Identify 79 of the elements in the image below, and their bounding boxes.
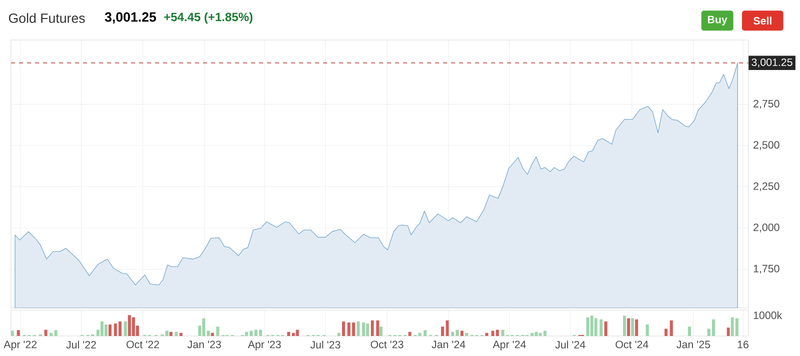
bar bbox=[623, 316, 626, 336]
bar bbox=[735, 318, 738, 336]
bar bbox=[362, 322, 366, 336]
x-tick-label: Jul '24 bbox=[555, 340, 586, 349]
bar bbox=[366, 324, 370, 336]
bar bbox=[594, 318, 598, 336]
x-tick-label: Jan '23 bbox=[188, 340, 221, 348]
bar bbox=[530, 332, 534, 336]
bar bbox=[174, 332, 178, 336]
x-tick-label: Oct '24 bbox=[616, 340, 648, 348]
bar bbox=[627, 318, 630, 336]
text: 1000k bbox=[754, 311, 782, 320]
bar bbox=[124, 321, 127, 336]
x-tick-label: 16 bbox=[738, 340, 748, 348]
bar bbox=[206, 330, 210, 336]
x-tick-label: Apr '22 bbox=[4, 340, 37, 350]
y-tick-label: 2,750 bbox=[754, 100, 780, 109]
bar bbox=[604, 321, 608, 336]
bar bbox=[664, 328, 668, 336]
bar bbox=[379, 326, 383, 336]
bar bbox=[424, 330, 427, 336]
x-tick-label: Oct '23 bbox=[370, 340, 404, 348]
bar bbox=[646, 324, 649, 336]
bar bbox=[635, 319, 638, 336]
ref-line-label: 3,001.25 bbox=[752, 58, 792, 68]
bar bbox=[108, 324, 112, 336]
bar bbox=[451, 332, 454, 336]
y-tick-label: 2,500 bbox=[754, 141, 780, 150]
bar bbox=[44, 330, 48, 336]
bar bbox=[465, 332, 468, 336]
bar bbox=[356, 321, 360, 336]
bar bbox=[342, 321, 346, 336]
bar bbox=[337, 332, 340, 336]
text: Sell bbox=[753, 16, 772, 25]
x-tick-label: Jul '23 bbox=[310, 340, 340, 349]
chart-title: Gold Futures bbox=[8, 13, 85, 23]
bar bbox=[16, 330, 20, 336]
bar bbox=[586, 317, 590, 336]
bar bbox=[287, 332, 290, 336]
chart-subtitle: 3,001.25 bbox=[104, 12, 156, 24]
bar bbox=[631, 318, 634, 336]
bar bbox=[244, 332, 248, 336]
x-tick-label: Oct '22 bbox=[126, 340, 160, 348]
y-tick-label: 1,750 bbox=[754, 264, 780, 274]
bar bbox=[370, 320, 374, 336]
x-tick-label: Jul '22 bbox=[66, 340, 96, 349]
bar bbox=[670, 320, 673, 336]
text: Buy bbox=[708, 16, 728, 26]
bar bbox=[726, 328, 730, 336]
bar bbox=[54, 330, 58, 336]
bar bbox=[165, 330, 168, 336]
x-tick-label: Jan '25 bbox=[676, 340, 710, 348]
bar bbox=[460, 330, 464, 336]
bar bbox=[100, 321, 104, 336]
bar bbox=[688, 326, 691, 336]
bar bbox=[446, 320, 449, 336]
bar bbox=[485, 332, 488, 336]
bar bbox=[590, 316, 594, 336]
x-tick-label: Jan '24 bbox=[432, 340, 466, 348]
x-tick-label: Apr '24 bbox=[492, 340, 526, 350]
bar bbox=[441, 326, 444, 336]
text: +54.45 (+1.85%) bbox=[164, 12, 252, 24]
bar bbox=[216, 326, 220, 336]
bar bbox=[408, 332, 412, 336]
y-tick-label: 2,000 bbox=[754, 224, 780, 232]
bar bbox=[534, 332, 538, 336]
bar bbox=[418, 332, 422, 336]
y-tick-label: 2,250 bbox=[754, 182, 780, 192]
bar bbox=[104, 324, 108, 336]
bar bbox=[179, 332, 182, 336]
bar bbox=[296, 330, 299, 336]
bar bbox=[210, 332, 214, 336]
bar bbox=[456, 330, 459, 336]
bar bbox=[292, 332, 295, 336]
bar bbox=[496, 330, 499, 336]
bar bbox=[132, 317, 135, 336]
bar bbox=[169, 332, 172, 336]
x-tick-label: Apr '23 bbox=[248, 340, 281, 350]
bar bbox=[128, 315, 131, 336]
